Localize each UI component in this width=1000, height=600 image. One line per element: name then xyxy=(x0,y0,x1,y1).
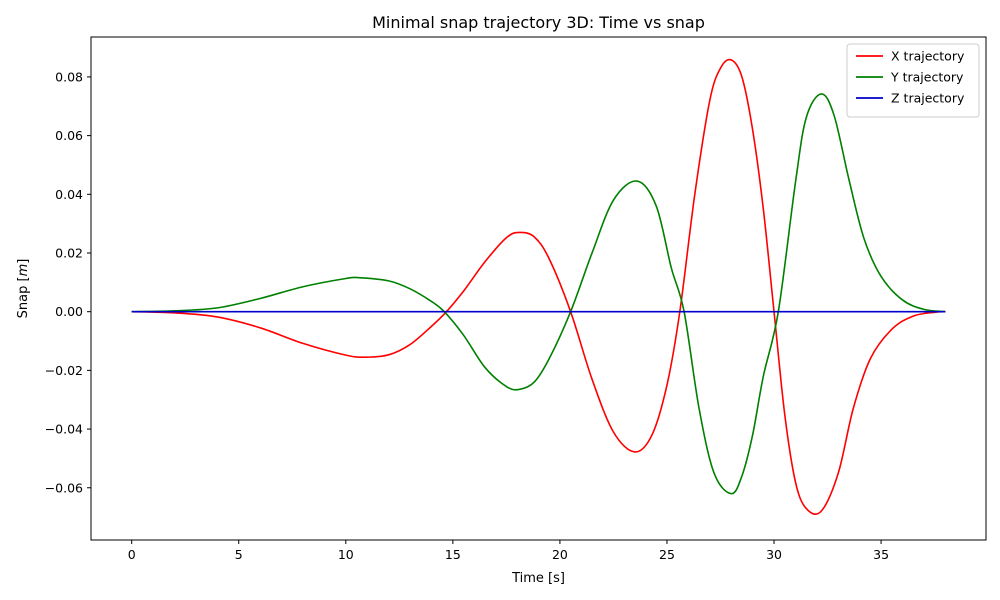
y-tick-label: 0.02 xyxy=(55,245,83,260)
x-tick-label: 15 xyxy=(445,547,461,562)
y-axis-label-main: Snap [ xyxy=(16,276,31,318)
y-tick-label: −0.06 xyxy=(45,480,83,495)
x-tick-label: 20 xyxy=(552,547,568,562)
x-tick-label: 10 xyxy=(338,547,354,562)
legend-entry-1: X trajectory xyxy=(891,49,965,64)
series-layer xyxy=(131,58,946,515)
y-tick-label: −0.04 xyxy=(45,422,83,437)
axes-frame xyxy=(90,36,987,541)
x-ticks: 0 5 10 15 20 25 30 35 xyxy=(128,540,889,562)
y-tick-label: 0.08 xyxy=(55,69,83,84)
y-tick-label: −0.02 xyxy=(45,363,83,378)
plot-area: 0 5 10 15 20 25 30 35 −0.06 −0.04 −0.02 0.00 0.02 0.… xyxy=(45,36,987,562)
legend: X trajectory Y trajectory Z trajectory xyxy=(846,43,980,118)
x-tick-label: 30 xyxy=(766,547,782,562)
series-line-2 xyxy=(131,93,946,495)
series-line-1 xyxy=(131,58,946,515)
y-tick-label: 0.06 xyxy=(55,128,83,143)
y-ticks: −0.06 −0.04 −0.02 0.00 0.02 0.04 0.06 0.08 xyxy=(45,69,91,495)
y-axis-label: Snap [m] xyxy=(16,259,31,319)
chart-title: Minimal snap trajectory 3D: Time vs snap xyxy=(372,13,705,32)
y-axis-label-end: ] xyxy=(16,259,31,264)
y-tick-label: 0.04 xyxy=(55,187,83,202)
x-tick-label: 25 xyxy=(659,547,675,562)
y-axis-label-italic: m xyxy=(16,264,31,277)
legend-entry-2: Y trajectory xyxy=(890,70,964,85)
x-tick-label: 35 xyxy=(873,547,889,562)
legend-entry-3: Z trajectory xyxy=(891,91,965,106)
x-tick-label: 5 xyxy=(235,547,243,562)
y-tick-label: 0.00 xyxy=(55,304,83,319)
x-tick-label: 0 xyxy=(128,547,136,562)
x-axis-label: Time [s] xyxy=(511,571,565,586)
